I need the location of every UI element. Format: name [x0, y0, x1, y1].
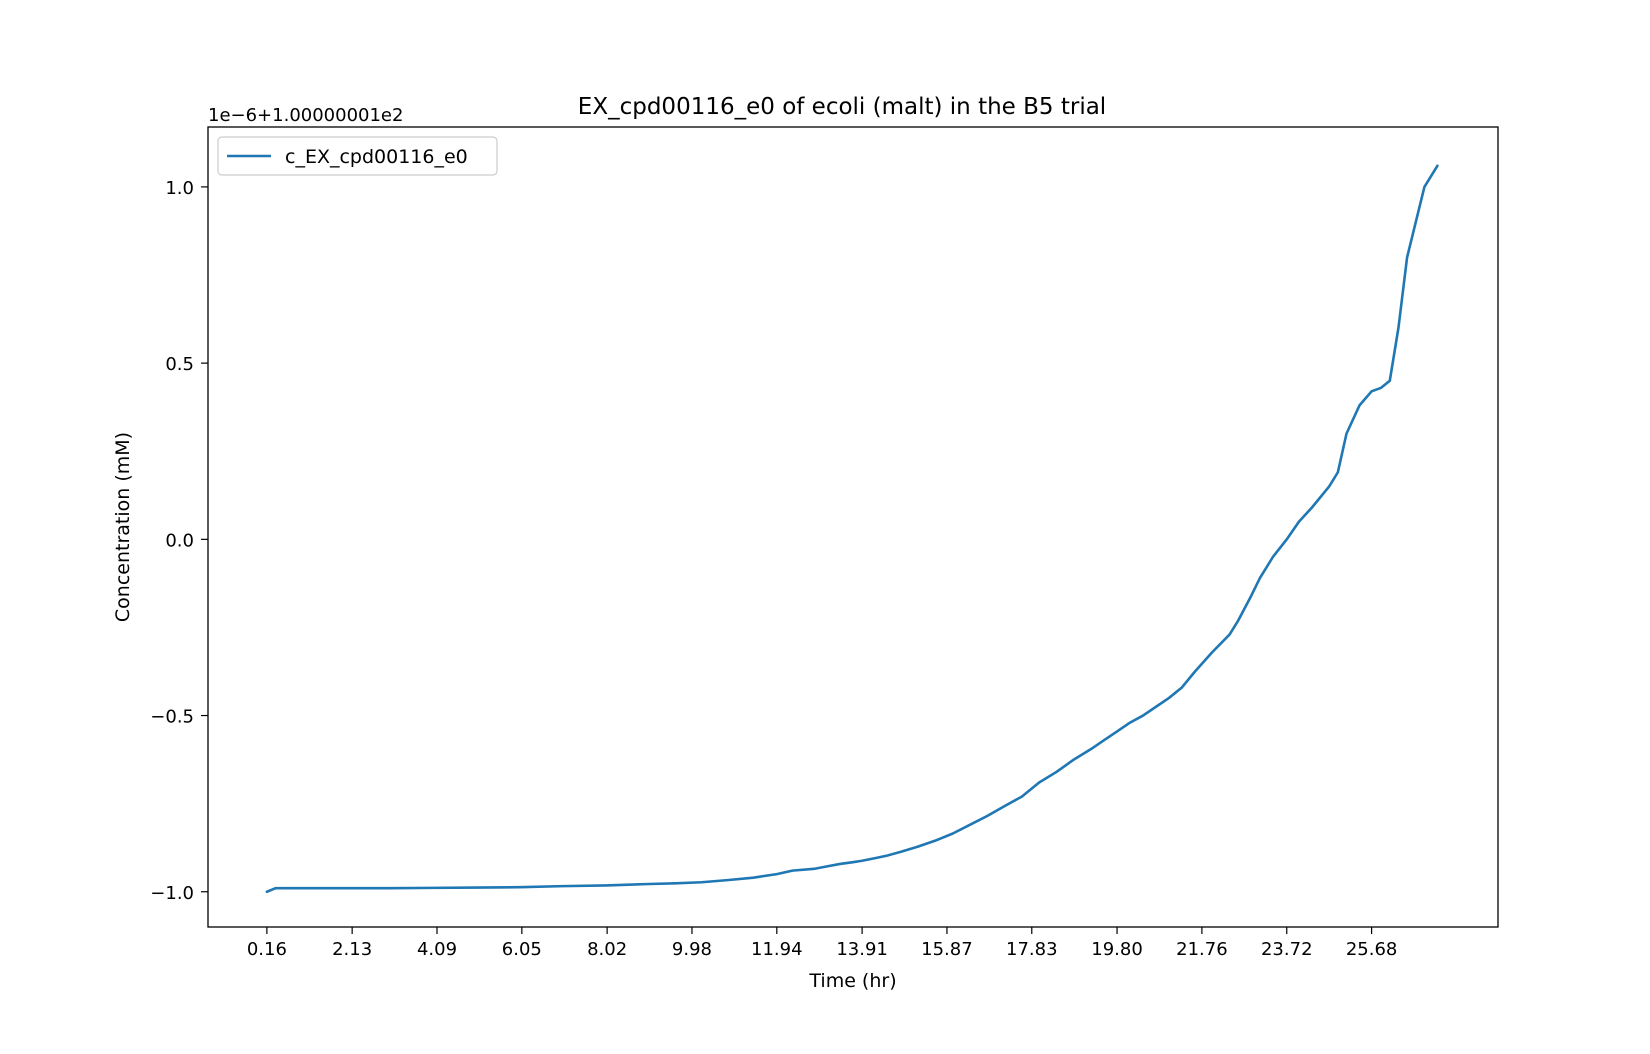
- legend-entry: c_EX_cpd00116_e0: [285, 146, 468, 168]
- plot-frame: [207, 126, 1499, 928]
- y-offset-label: 1e−6+1.00000001e2: [208, 105, 403, 126]
- x-tick-label: 19.80: [1091, 939, 1143, 960]
- legend: c_EX_cpd00116_e0: [217, 136, 498, 176]
- x-tick-label: 11.94: [751, 939, 803, 960]
- x-tick-label: 6.05: [502, 939, 542, 960]
- x-axis: 0.16 2.13 4.09 6.05 8.02 9.98 11.94 13.91 15.87 1…: [247, 927, 1398, 960]
- x-tick-label: 17.83: [1006, 939, 1058, 960]
- y-tick-label: 1.0: [165, 178, 194, 199]
- y-tick-label: 0.0: [165, 530, 194, 551]
- x-tick-label: 8.02: [587, 939, 627, 960]
- chart-title: EX_cpd00116_e0 of ecoli (malt) in the B5…: [578, 94, 1106, 120]
- x-tick-label: 2.13: [332, 939, 372, 960]
- y-axis: −1.0 −0.5 0.0 0.5 1.0: [150, 178, 208, 904]
- series-layer: [265, 164, 1439, 894]
- x-tick-label: 25.68: [1346, 939, 1398, 960]
- y-axis-label: Concentration (mM): [112, 432, 134, 622]
- plot-area: 0.16 2.13 4.09 6.05 8.02 9.98 11.94 13.91 15.87 1…: [150, 126, 1499, 960]
- y-tick-label: −0.5: [150, 707, 194, 728]
- x-axis-label: Time (hr): [808, 970, 896, 992]
- x-tick-label: 23.72: [1261, 939, 1313, 960]
- y-tick-label: 0.5: [165, 354, 194, 375]
- x-tick-label: 0.16: [247, 939, 287, 960]
- y-tick-label: −1.0: [150, 883, 194, 904]
- series-line-0: [265, 164, 1439, 894]
- legend-box: [217, 136, 498, 176]
- x-tick-label: 13.91: [836, 939, 888, 960]
- x-tick-label: 21.76: [1176, 939, 1228, 960]
- x-tick-label: 4.09: [417, 939, 457, 960]
- x-tick-label: 15.87: [921, 939, 973, 960]
- x-tick-label: 9.98: [672, 939, 712, 960]
